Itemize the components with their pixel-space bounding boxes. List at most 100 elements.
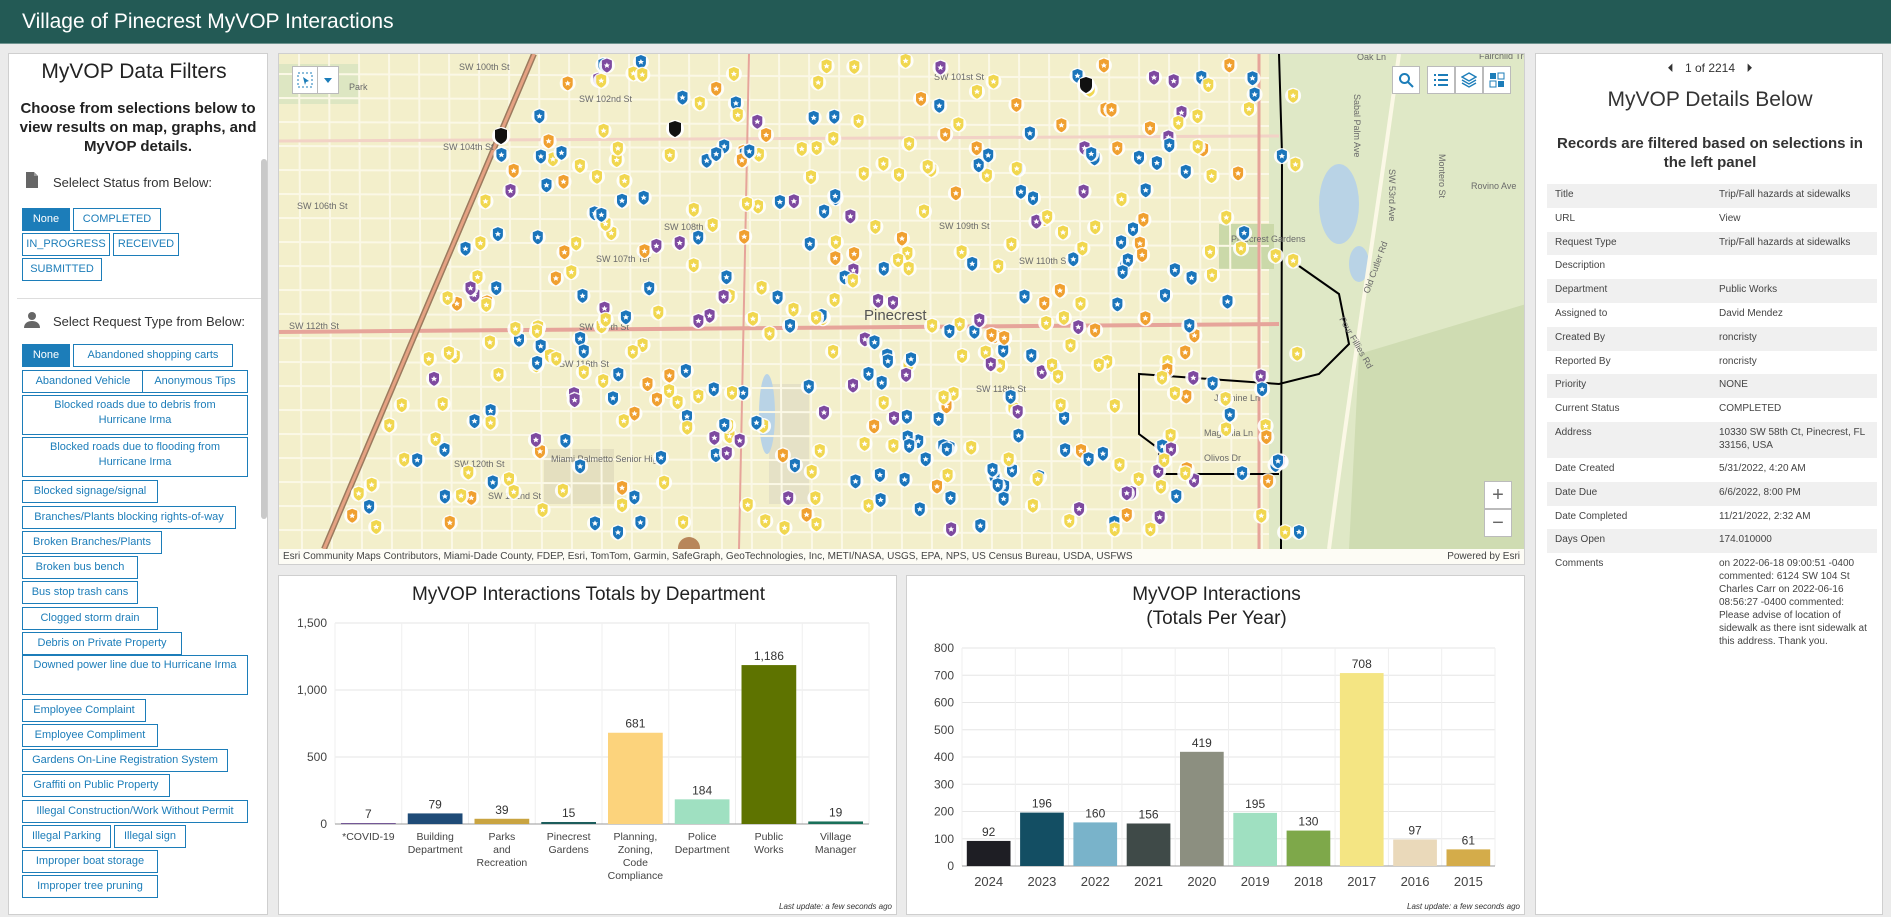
map-marker[interactable] bbox=[963, 439, 980, 456]
request-type-chip-broken-bus-bench[interactable]: Broken bus bench bbox=[22, 556, 138, 579]
map-marker[interactable] bbox=[344, 507, 361, 524]
map-marker[interactable] bbox=[1065, 251, 1082, 268]
map-marker[interactable] bbox=[1170, 114, 1187, 131]
map-marker[interactable] bbox=[769, 289, 786, 306]
map-marker[interactable] bbox=[427, 431, 444, 448]
request-type-chip-anonymous-tips[interactable]: Anonymous Tips bbox=[142, 370, 248, 393]
map-marker[interactable] bbox=[900, 260, 917, 277]
map-marker[interactable] bbox=[798, 506, 815, 523]
map-marker[interactable] bbox=[842, 208, 859, 225]
map-marker[interactable] bbox=[671, 235, 688, 251]
map-marker[interactable] bbox=[1234, 465, 1251, 482]
map-marker[interactable] bbox=[650, 304, 667, 321]
map-marker[interactable] bbox=[1253, 507, 1270, 524]
map-marker[interactable] bbox=[919, 158, 936, 175]
map-marker[interactable] bbox=[572, 458, 589, 475]
map-marker[interactable] bbox=[1083, 146, 1100, 162]
map-marker[interactable] bbox=[1181, 317, 1198, 334]
map-marker[interactable] bbox=[1162, 427, 1179, 444]
map-marker[interactable] bbox=[1270, 453, 1286, 470]
map-marker[interactable] bbox=[436, 441, 453, 458]
powered-by-esri[interactable]: Powered by Esri bbox=[1447, 551, 1520, 562]
map-marker[interactable] bbox=[540, 133, 557, 150]
map-marker[interactable] bbox=[597, 311, 614, 328]
map-marker[interactable] bbox=[626, 489, 643, 506]
map-marker[interactable] bbox=[898, 366, 915, 383]
map-marker[interactable] bbox=[708, 80, 725, 97]
map-marker[interactable] bbox=[1289, 345, 1306, 362]
map-marker[interactable] bbox=[860, 497, 877, 514]
map-marker[interactable] bbox=[547, 270, 564, 287]
map-marker[interactable] bbox=[971, 312, 988, 329]
map-marker[interactable] bbox=[608, 152, 625, 168]
map-marker[interactable] bbox=[492, 127, 510, 145]
bar-2015[interactable] bbox=[1446, 849, 1491, 866]
map-marker[interactable] bbox=[666, 120, 684, 138]
map-marker[interactable] bbox=[610, 524, 626, 541]
map-marker[interactable] bbox=[826, 108, 843, 125]
map-marker[interactable] bbox=[724, 384, 740, 401]
map-canvas[interactable]: SW 100th St SW 101st St SW 102nd St SW 104t… bbox=[279, 54, 1525, 549]
map-marker[interactable] bbox=[891, 166, 907, 183]
map-marker[interactable] bbox=[1087, 322, 1104, 339]
map-marker[interactable] bbox=[556, 244, 573, 261]
map-marker[interactable] bbox=[1287, 156, 1304, 173]
map-marker[interactable] bbox=[913, 90, 929, 107]
filters-scrollbar[interactable] bbox=[261, 159, 267, 519]
map-marker[interactable] bbox=[873, 374, 890, 391]
map-marker[interactable] bbox=[1038, 315, 1055, 331]
map-marker[interactable] bbox=[393, 397, 410, 414]
map-marker[interactable] bbox=[825, 343, 842, 360]
map-marker[interactable] bbox=[1168, 488, 1185, 505]
map-marker[interactable] bbox=[1285, 252, 1302, 269]
map-marker[interactable] bbox=[1156, 452, 1173, 469]
map-marker[interactable] bbox=[785, 301, 802, 318]
request-type-chip-illegal-construction-work-without-permit[interactable]: Illegal Construction/Work Without Permit bbox=[22, 800, 248, 823]
map-marker[interactable] bbox=[674, 89, 691, 106]
map-marker[interactable] bbox=[718, 269, 735, 286]
map-marker[interactable] bbox=[669, 394, 686, 411]
map-marker[interactable] bbox=[1137, 310, 1154, 327]
map-marker[interactable] bbox=[653, 449, 669, 466]
map-marker[interactable] bbox=[782, 317, 798, 334]
map-marker[interactable] bbox=[736, 228, 753, 245]
request-type-chip-gardens-on-line-registration-system[interactable]: Gardens On-Line Registration System bbox=[22, 749, 228, 772]
map-marker[interactable] bbox=[529, 323, 545, 340]
map-marker[interactable] bbox=[1219, 293, 1236, 310]
map-marker[interactable] bbox=[845, 377, 861, 394]
map-marker[interactable] bbox=[568, 235, 585, 252]
map-marker[interactable] bbox=[953, 244, 970, 261]
request-type-chip-abandoned-vehicle[interactable]: Abandoned Vehicle bbox=[22, 370, 144, 393]
map-marker[interactable] bbox=[1241, 101, 1257, 117]
map-marker[interactable] bbox=[605, 390, 621, 407]
map-marker[interactable] bbox=[529, 354, 546, 371]
map-marker[interactable] bbox=[635, 189, 652, 206]
map-marker[interactable] bbox=[505, 162, 522, 179]
map-marker[interactable] bbox=[661, 383, 678, 399]
map-marker[interactable] bbox=[982, 356, 999, 373]
map-marker[interactable] bbox=[1016, 288, 1033, 305]
map-marker[interactable] bbox=[1152, 478, 1169, 495]
map-marker[interactable] bbox=[1285, 87, 1302, 104]
map-marker[interactable] bbox=[1267, 247, 1284, 264]
map-marker[interactable] bbox=[488, 280, 505, 297]
map-marker[interactable] bbox=[661, 147, 678, 164]
map-marker[interactable] bbox=[1024, 497, 1041, 514]
map-marker[interactable] bbox=[595, 373, 612, 389]
map-marker[interactable] bbox=[911, 501, 928, 518]
map-marker[interactable] bbox=[1131, 149, 1147, 166]
status-chip-completed[interactable]: COMPLETED bbox=[73, 208, 161, 231]
map-marker[interactable] bbox=[1177, 465, 1194, 482]
map-marker[interactable] bbox=[1010, 427, 1027, 444]
map-marker[interactable] bbox=[501, 471, 517, 488]
map-marker[interactable] bbox=[482, 403, 499, 419]
map-marker[interactable] bbox=[758, 127, 775, 143]
map-marker[interactable] bbox=[566, 392, 583, 409]
map-marker[interactable] bbox=[811, 442, 828, 459]
map-marker[interactable] bbox=[553, 144, 570, 161]
map-marker[interactable] bbox=[983, 327, 1000, 344]
map-marker[interactable] bbox=[490, 366, 507, 383]
map-marker[interactable] bbox=[985, 73, 1002, 90]
map-marker[interactable] bbox=[1113, 191, 1130, 208]
map-marker[interactable] bbox=[947, 185, 964, 202]
